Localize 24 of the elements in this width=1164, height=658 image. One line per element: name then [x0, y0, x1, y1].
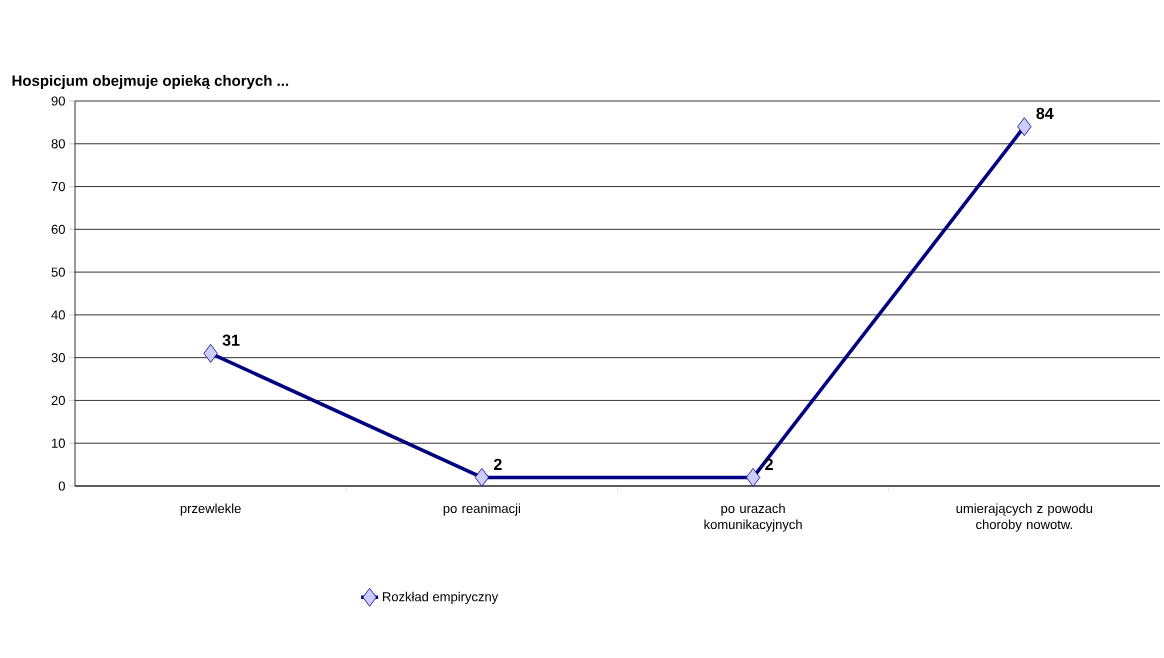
y-tick-label: 20	[51, 395, 65, 406]
y-tick-label: 70	[51, 181, 65, 192]
y-tick-label: 40	[51, 310, 65, 320]
chart-title: Hospicjum obejmuje opieką chorych ...	[12, 75, 289, 89]
point	[474, 468, 490, 487]
y-tick-label: 50	[51, 267, 65, 277]
point	[1017, 117, 1032, 137]
point	[203, 343, 218, 363]
y-tick-label: 10	[52, 438, 65, 448]
data-label: 2	[765, 458, 773, 470]
y-tick-label: 90	[51, 96, 65, 106]
legend-label: Rozkład empiryczny	[382, 591, 499, 604]
x-tick-label: umierających z powodu choroby nowotw.	[956, 503, 1093, 532]
data-label: 31	[222, 334, 240, 346]
x-tick-label: przewlekle	[180, 503, 241, 516]
point	[745, 468, 761, 487]
x-tick-label: po urazach komunikacyjnych	[704, 503, 802, 532]
y-tick-label: 60	[51, 224, 65, 234]
data-label: 84	[1036, 107, 1054, 120]
data-label: 2	[493, 458, 502, 470]
y-tick-label: 80	[51, 139, 65, 149]
x-tick-label: po reanimacji	[443, 503, 520, 516]
y-tick-label: 30	[51, 353, 65, 363]
y-tick-label: 0	[58, 481, 65, 491]
